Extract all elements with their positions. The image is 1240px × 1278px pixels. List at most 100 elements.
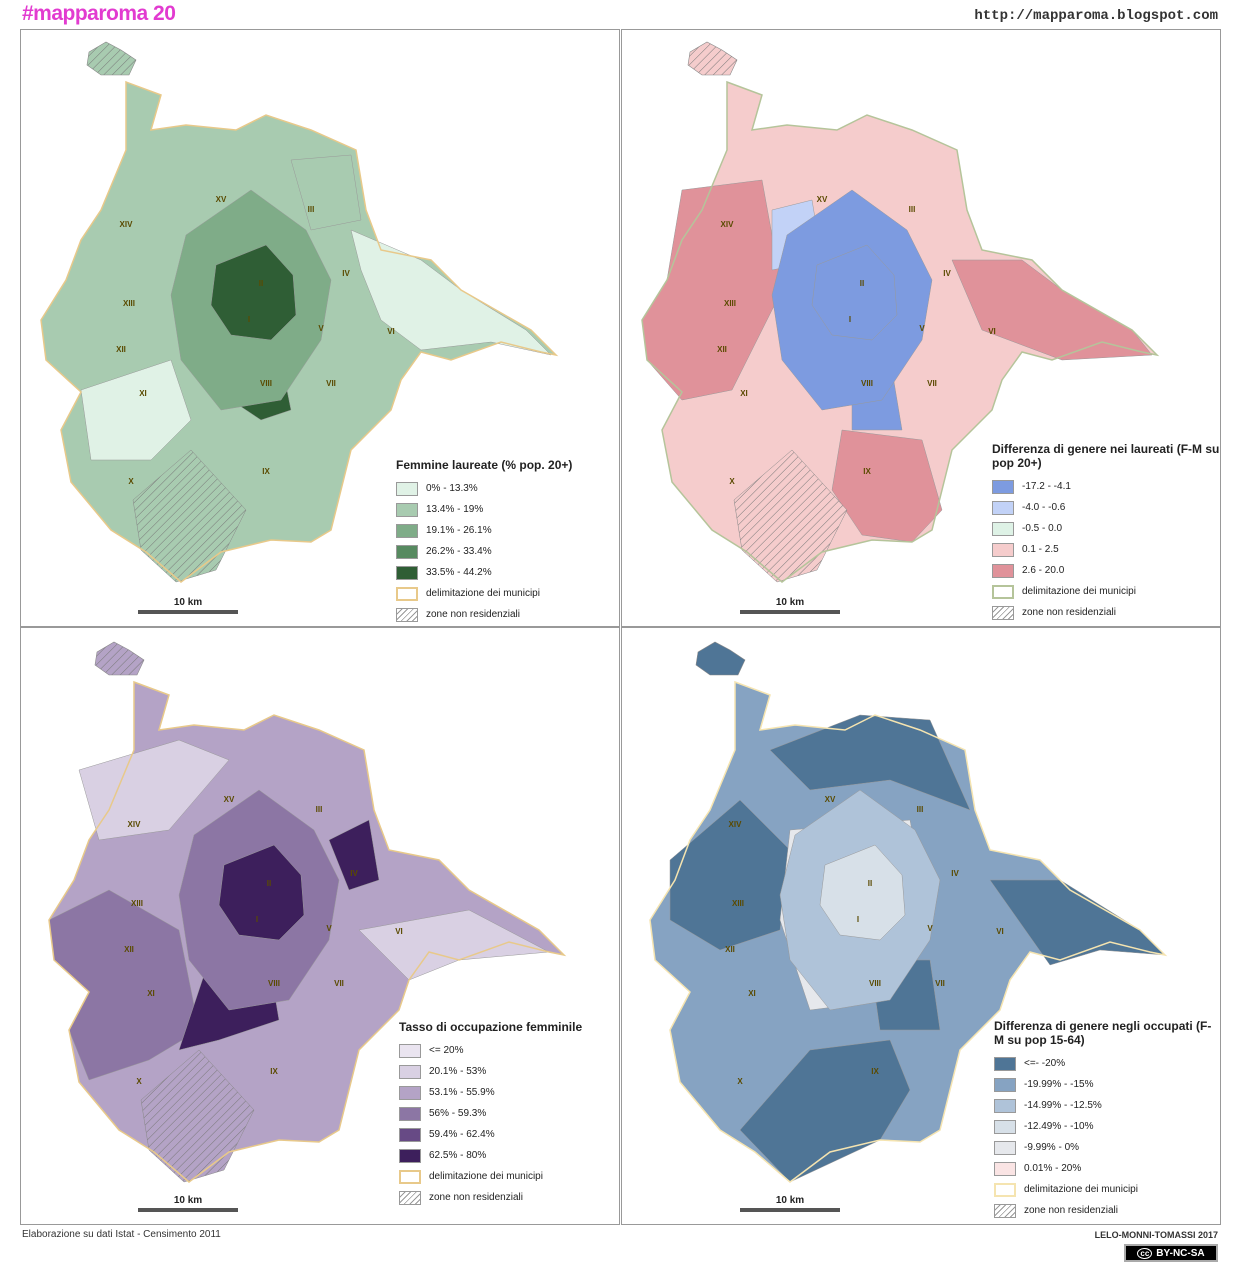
legend-swatch — [399, 1190, 421, 1205]
legend-swatch — [994, 1161, 1016, 1176]
source-note: Elaborazione su dati Istat - Censimento … — [22, 1229, 221, 1240]
scale-bar: 10 km — [740, 1195, 840, 1212]
zone-centre — [218, 844, 305, 941]
legend-swatch — [396, 565, 418, 580]
legend-label: zone non residenziali — [426, 609, 520, 620]
municipio-label: VII — [935, 979, 945, 988]
zone-d — [78, 739, 230, 841]
municipio-label: III — [917, 805, 924, 814]
municipio-label: IX — [871, 1067, 879, 1076]
legend-label: 20.1% - 53% — [429, 1066, 487, 1077]
municipio-label: X — [737, 1077, 743, 1086]
municipi-boundary — [649, 680, 1168, 1183]
blog-url[interactable]: http://mapparoma.blogspot.com — [974, 8, 1218, 24]
municipio-label: XIV — [721, 220, 735, 229]
legend-swatch — [994, 1140, 1016, 1155]
municipio-label: VII — [334, 979, 344, 988]
legend-item-boundary: delimitazione dei municipi — [396, 583, 572, 604]
municipio-label: I — [256, 915, 258, 924]
zone-e — [358, 909, 550, 981]
municipio-label: I — [849, 315, 851, 324]
municipio-label: XI — [139, 389, 147, 398]
municipio-label: XIII — [131, 899, 143, 908]
zone-a — [350, 229, 552, 356]
legend-label: <=- -20% — [1024, 1058, 1066, 1069]
scale-bar: 10 km — [740, 597, 840, 614]
legend-label: 53.1% - 55.9% — [429, 1087, 495, 1098]
legend-item: 59.4% - 62.4% — [399, 1124, 582, 1145]
brand-title: #mapparoma 20 — [22, 2, 176, 25]
zone-centre — [210, 244, 297, 341]
legend-label: 62.5% - 80% — [429, 1150, 487, 1161]
municipio-label: XV — [216, 195, 227, 204]
municipio-label: X — [136, 1077, 142, 1086]
municipio-label: XIV — [128, 820, 142, 829]
scale-line — [138, 610, 238, 614]
legend-swatch — [992, 542, 1014, 557]
legend-swatch — [396, 502, 418, 517]
legend-label: 59.4% - 62.4% — [429, 1129, 495, 1140]
legend-swatch — [994, 1203, 1016, 1218]
legend-swatch — [992, 479, 1014, 494]
municipio-label: IV — [943, 269, 951, 278]
municipio-label: VIII — [861, 379, 873, 388]
municipio-label: IV — [350, 869, 358, 878]
legend-item: 0.1 - 2.5 — [992, 539, 1220, 560]
map-legend: Femmine laureate (% pop. 20+) 0% - 13.3% 1… — [396, 458, 572, 625]
legend-item-hatch: zone non residenziali — [399, 1187, 582, 1208]
legend-label: -19.99% - -15% — [1024, 1079, 1094, 1090]
municipio-label: XI — [748, 989, 756, 998]
map-panel-diff-laureati: XV III XIV IV II XIII I V VI XII VII VIII XI IX X Diffe… — [621, 29, 1221, 627]
map-legend: Differenza di genere negli occupati (F-M… — [994, 1019, 1220, 1221]
authors-credit: LELO-MONNI-TOMASSI 2017 — [1094, 1230, 1218, 1240]
legend-swatch — [396, 607, 418, 622]
municipio-label: V — [927, 924, 933, 933]
scale-label: 10 km — [173, 597, 203, 608]
municipio-xv-enclave — [86, 41, 137, 76]
legend-item: 2.6 - 20.0 — [992, 560, 1220, 581]
municipio-label: VI — [387, 327, 395, 336]
legend-item: 33.5% - 44.2% — [396, 562, 572, 583]
legend-item: 56% - 59.3% — [399, 1103, 582, 1124]
municipio-label: XII — [116, 345, 126, 354]
zone-centre — [811, 244, 898, 341]
legend-label: -17.2 - -4.1 — [1022, 481, 1071, 492]
cc-logo: cc — [1137, 1247, 1153, 1259]
legend-item: <= 20% — [399, 1040, 582, 1061]
legend-swatch — [994, 1056, 1016, 1071]
municipio-label: IV — [951, 869, 959, 878]
municipio-label: VI — [988, 327, 996, 336]
legend-label: 2.6 - 20.0 — [1022, 565, 1065, 576]
legend-item-boundary: delimitazione dei municipi — [399, 1166, 582, 1187]
municipio-label: VIII — [869, 979, 881, 988]
legend-swatch — [992, 521, 1014, 536]
legend-item: <=- -20% — [994, 1053, 1220, 1074]
legend-label: 19.1% - 26.1% — [426, 525, 492, 536]
municipi-boundary — [641, 80, 1160, 583]
legend-item-hatch: zone non residenziali — [992, 602, 1220, 623]
legend-swatch — [399, 1169, 421, 1184]
map-panel-diff-occupati: XV III XIV IV II XIII I V VI XII VII VIII XI IX X Diffe… — [621, 627, 1221, 1225]
scale-line — [740, 1208, 840, 1212]
zone-d — [290, 154, 362, 231]
municipio-xv-enclave — [695, 641, 746, 676]
municipio-label: VII — [927, 379, 937, 388]
non-residential-zone — [132, 449, 247, 583]
legend-swatch — [396, 523, 418, 538]
municipio-label: II — [868, 879, 872, 888]
legend-item: 13.4% - 19% — [396, 499, 572, 520]
municipio-xv-enclave — [687, 41, 738, 76]
municipio-label: IV — [342, 269, 350, 278]
legend-label: 26.2% - 33.4% — [426, 546, 492, 557]
non-residential-zone — [140, 1049, 255, 1183]
legend-label: zone non residenziali — [1022, 607, 1116, 618]
legend-item: 26.2% - 33.4% — [396, 541, 572, 562]
municipio-label: II — [860, 279, 864, 288]
municipio-label: VII — [326, 379, 336, 388]
municipio-label: I — [248, 315, 250, 324]
municipio-label: XIII — [123, 299, 135, 308]
municipio-label: V — [326, 924, 332, 933]
legend-item: -19.99% - -15% — [994, 1074, 1220, 1095]
legend-swatch — [396, 586, 418, 601]
